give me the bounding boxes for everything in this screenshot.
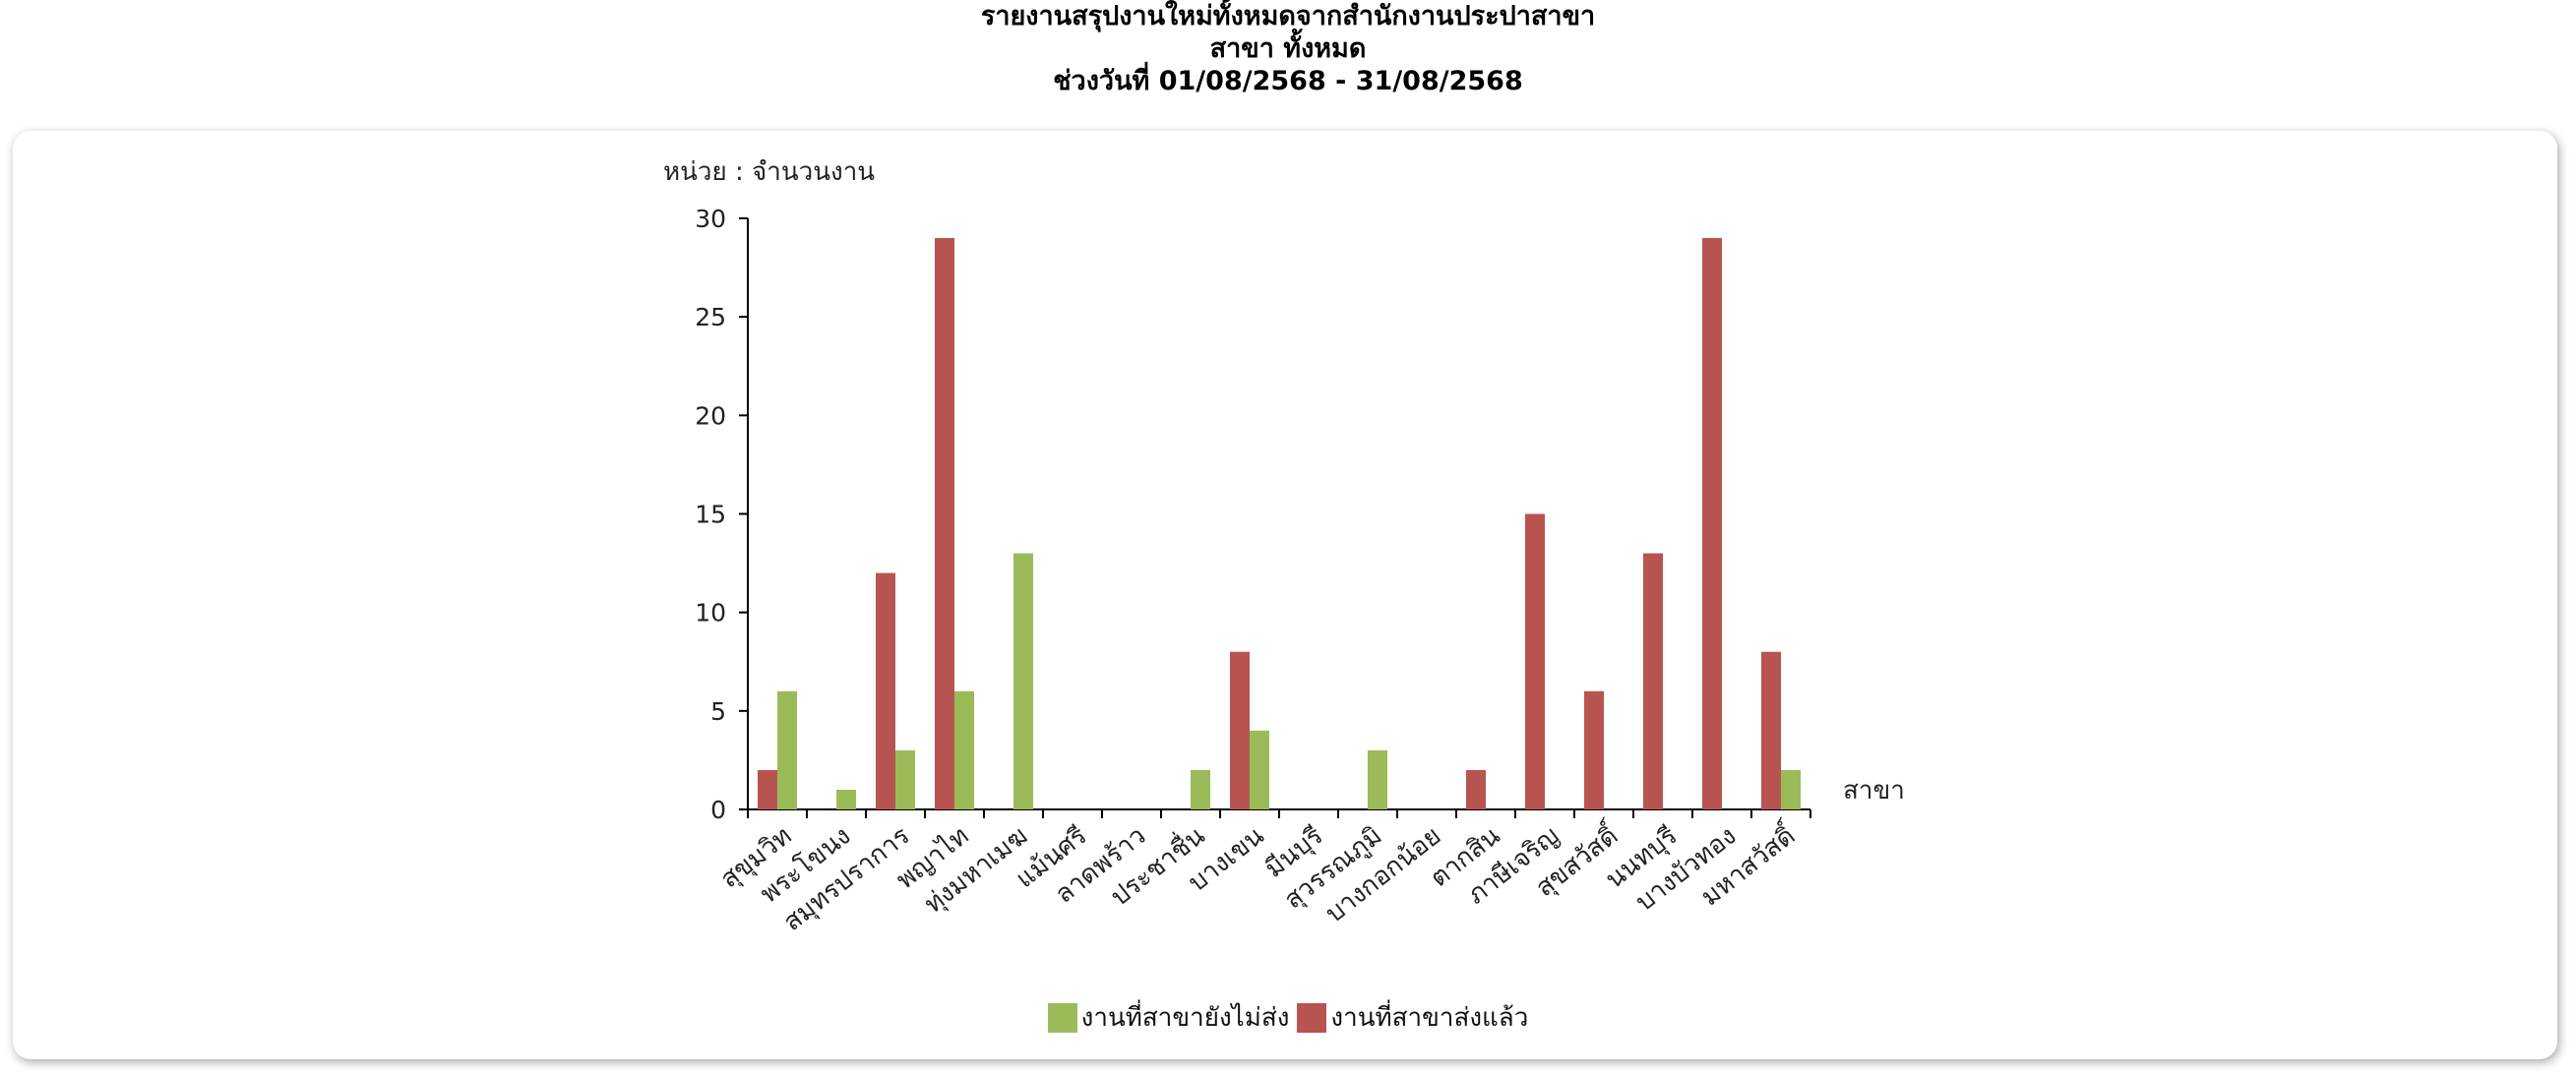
y-tick-label: 10 — [695, 599, 726, 627]
legend-item: งานที่สาขายังไม่ส่ง — [1047, 997, 1290, 1038]
bar-sent — [1584, 690, 1604, 809]
bar-sent — [1230, 651, 1250, 809]
legend: งานที่สาขายังไม่ส่ง งานที่สาขาส่งแล้ว — [0, 997, 2576, 1038]
bar-pending — [1250, 730, 1269, 809]
x-axis-title: สาขา — [1843, 776, 1905, 806]
y-unit-label: หน่วย : จำนวนงาน — [663, 157, 875, 187]
bar-pending — [836, 789, 856, 809]
bar-sent — [758, 769, 777, 809]
bar-sent — [1643, 553, 1663, 809]
legend-label: งานที่สาขาส่งแล้ว — [1330, 1003, 1529, 1033]
chart-card — [13, 131, 2557, 1059]
bar-sent — [1761, 651, 1781, 809]
bar-pending — [1013, 553, 1033, 809]
report-date-range: ช่วงวันที่ 01/08/2568 - 31/08/2568 — [1053, 66, 1523, 96]
bar-sent — [1702, 238, 1722, 810]
report-branch: สาขา ทั้งหมด — [1209, 33, 1367, 64]
bar-sent — [935, 238, 954, 810]
bar-pending — [1191, 769, 1210, 809]
legend-label: งานที่สาขายังไม่ส่ง — [1080, 1003, 1290, 1033]
bar-pending — [777, 690, 797, 809]
report-title: รายงานสรุปงานใหม่ทั้งหมดจากสำนักงานประปา… — [980, 1, 1596, 31]
bar-pending — [895, 749, 915, 809]
bar-pending — [954, 690, 974, 809]
bar-sent — [1466, 769, 1486, 809]
y-tick-label: 25 — [695, 303, 726, 331]
bars — [758, 238, 1801, 810]
report-header: รายงานสรุปงานใหม่ทั้งหมดจากสำนักงานประปา… — [0, 0, 2576, 97]
legend-item: งานที่สาขาส่งแล้ว — [1297, 997, 1528, 1038]
y-tick-label: 15 — [695, 501, 726, 529]
bar-sent — [876, 572, 895, 809]
y-tick-label: 0 — [710, 796, 726, 824]
tick-labels: 051015202530สุขุมวิทพระโขนงสมุทรปราการพญ… — [695, 205, 1803, 937]
y-tick-label: 5 — [710, 697, 726, 726]
bar-sent — [1525, 513, 1545, 809]
y-tick-label: 20 — [695, 401, 726, 430]
bar-pending — [1781, 769, 1801, 809]
legend-swatch — [1047, 1002, 1077, 1033]
axes — [739, 217, 1811, 818]
bar-pending — [1368, 749, 1387, 809]
y-tick-label: 30 — [695, 205, 726, 233]
legend-swatch — [1297, 1002, 1327, 1033]
